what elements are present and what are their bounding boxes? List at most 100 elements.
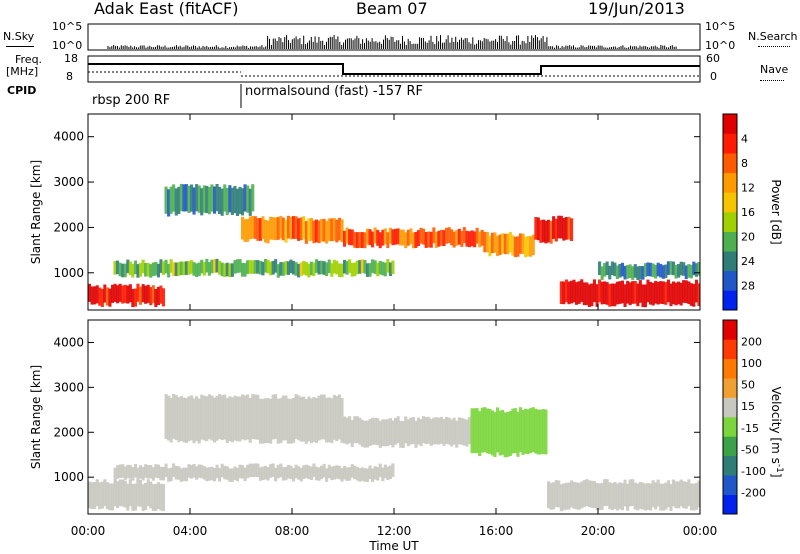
data-cell <box>202 262 206 276</box>
data-cell <box>307 263 311 278</box>
data-cell <box>445 417 449 444</box>
data-cell <box>409 417 413 445</box>
data-cell <box>213 467 217 482</box>
data-cell <box>200 464 204 479</box>
data-cell <box>167 395 171 441</box>
data-cell <box>613 262 617 277</box>
data-cell <box>335 219 339 243</box>
cpid-segment-2: normalsound (fast) -157 RF <box>245 84 423 99</box>
data-cell <box>205 467 209 482</box>
data-cell <box>312 463 316 477</box>
nave-label: Nave <box>760 63 789 76</box>
data-cell <box>103 479 107 507</box>
data-cell <box>335 396 339 441</box>
data-cell <box>439 416 443 444</box>
data-cell <box>416 417 420 445</box>
nsky-panel: 10^5 10^0 10^5 10^0 <box>52 20 735 52</box>
data-cell <box>373 417 377 445</box>
data-cell <box>605 261 609 276</box>
data-cell <box>473 408 477 454</box>
data-cell <box>577 482 581 510</box>
cpid-panel: rbsp 200 RF normalsound (fast) -157 RF <box>92 84 423 108</box>
data-cell <box>264 259 268 273</box>
data-cell <box>241 188 245 216</box>
freq-frame <box>87 55 701 83</box>
data-cell <box>121 464 125 478</box>
data-cell <box>167 189 171 217</box>
velocity-colorbar-label: Velocity [m s-1] <box>769 387 784 478</box>
data-cell <box>164 394 168 439</box>
data-cell <box>215 395 219 441</box>
data-cell <box>251 463 255 478</box>
data-cell <box>572 279 576 303</box>
data-cell <box>128 261 132 276</box>
data-cell <box>666 261 670 275</box>
data-cell <box>598 279 602 303</box>
data-cell <box>108 483 112 511</box>
freq-tick-top: 18 <box>64 52 78 65</box>
data-cell <box>406 229 410 246</box>
velocity-yticks: 1000 2000 3000 4000 <box>53 335 700 484</box>
data-cell <box>467 231 471 248</box>
data-cell <box>299 467 303 482</box>
data-cell <box>233 466 237 480</box>
data-cell <box>154 261 158 276</box>
data-cell <box>246 464 250 479</box>
data-cell <box>184 467 188 482</box>
data-cell <box>544 220 548 244</box>
data-cell <box>386 259 390 273</box>
data-cell <box>355 260 359 275</box>
data-cell <box>432 227 436 244</box>
data-cell <box>473 231 477 248</box>
data-cell <box>353 262 357 277</box>
data-cell <box>256 463 260 477</box>
data-cell <box>490 410 494 456</box>
nsearch-tick-top: 10^5 <box>705 20 735 33</box>
data-cell <box>529 236 533 257</box>
data-cell <box>388 465 392 479</box>
data-cell <box>427 231 431 248</box>
data-cell <box>146 262 150 277</box>
data-cell <box>360 232 364 248</box>
data-cell <box>151 467 155 481</box>
data-cell <box>470 230 474 247</box>
data-cell <box>299 396 303 442</box>
y-tick-label: 2000 <box>53 425 84 439</box>
data-cell <box>689 483 693 511</box>
data-cell <box>205 185 209 214</box>
data-cell <box>322 218 326 242</box>
data-cell <box>230 187 234 215</box>
data-cell <box>620 280 624 304</box>
data-cell <box>455 420 459 448</box>
data-cell <box>187 261 191 275</box>
data-cell <box>332 259 336 274</box>
data-cell <box>190 395 194 441</box>
data-cell <box>100 288 104 307</box>
data-cell <box>317 220 321 244</box>
data-cell <box>202 466 206 480</box>
data-cell <box>192 398 196 444</box>
data-cell <box>564 482 568 510</box>
data-cell <box>327 218 331 242</box>
data-cell <box>587 284 591 307</box>
colorbar-swatch <box>723 172 737 193</box>
data-cell <box>638 280 642 303</box>
data-cell <box>493 232 497 253</box>
data-cell <box>269 216 273 240</box>
data-cell <box>529 408 533 453</box>
data-cell <box>302 261 306 275</box>
data-cell <box>144 285 148 304</box>
data-cell <box>302 396 306 442</box>
data-cell <box>643 263 647 277</box>
data-cell <box>253 463 257 477</box>
data-cell <box>674 282 678 306</box>
data-cell <box>131 289 135 308</box>
data-cell <box>192 187 196 215</box>
data-cell <box>580 279 584 302</box>
data-cell <box>692 483 696 511</box>
data-cell <box>694 263 698 277</box>
data-cell <box>195 184 199 212</box>
data-cell <box>266 467 270 481</box>
nsky-tick-top: 10^5 <box>52 20 82 33</box>
data-cell <box>297 395 301 441</box>
